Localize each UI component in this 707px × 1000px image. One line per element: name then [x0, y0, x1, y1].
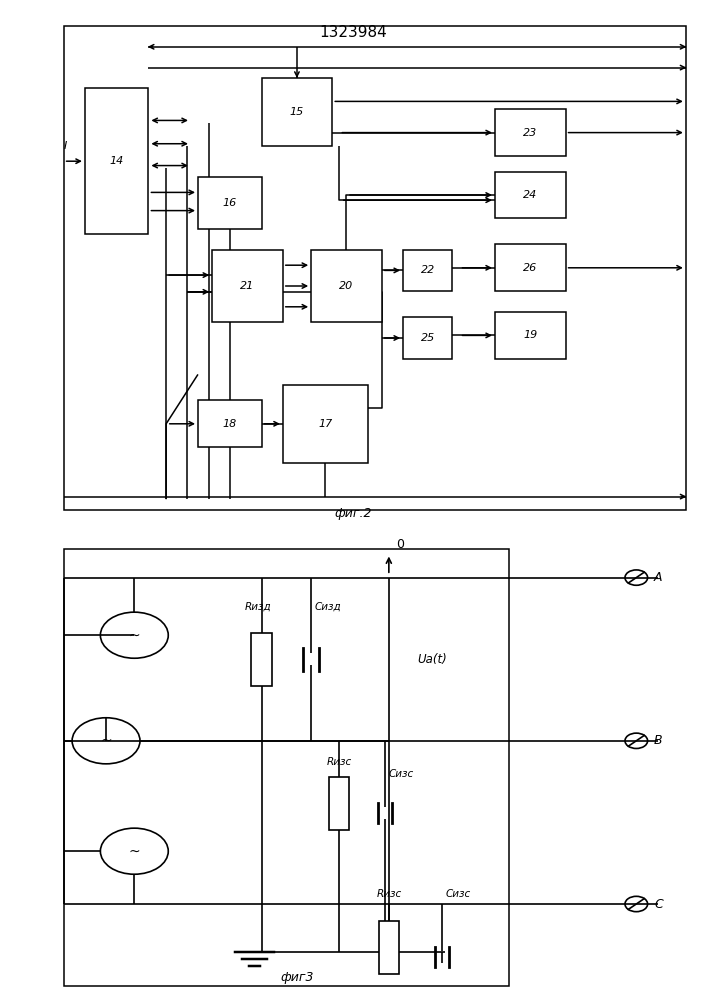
Bar: [379, 921, 399, 974]
Text: 15: 15: [290, 107, 304, 117]
Text: Rизс: Rизс: [327, 757, 352, 767]
Bar: [262, 78, 332, 146]
Text: 25: 25: [421, 333, 435, 343]
Text: 24: 24: [523, 190, 537, 200]
Text: 23: 23: [523, 128, 537, 138]
Text: 19: 19: [523, 330, 537, 340]
Text: A: A: [654, 571, 662, 584]
Bar: [85, 88, 148, 234]
Text: Сизс: Сизс: [445, 889, 471, 899]
Text: фиг.2: фиг.2: [334, 507, 373, 520]
Bar: [495, 244, 566, 291]
Bar: [198, 177, 262, 229]
Bar: [495, 312, 566, 359]
Text: Сизд: Сизд: [315, 601, 341, 611]
Text: B: B: [654, 734, 662, 747]
Bar: [495, 172, 566, 218]
Bar: [403, 317, 452, 359]
Text: 14: 14: [110, 156, 124, 166]
Text: 17: 17: [318, 419, 332, 429]
Bar: [64, 26, 686, 510]
Text: 1323984: 1323984: [320, 25, 387, 40]
Bar: [329, 777, 349, 830]
Text: Ua(t): Ua(t): [417, 653, 447, 666]
Bar: [64, 549, 509, 986]
Text: ~: ~: [129, 628, 140, 642]
Text: Rизс: Rизс: [376, 889, 402, 899]
Text: C: C: [654, 898, 662, 910]
Bar: [495, 109, 566, 156]
Bar: [251, 633, 272, 686]
Text: ~: ~: [100, 734, 112, 748]
Bar: [283, 385, 368, 463]
Text: Rизд: Rизд: [245, 601, 271, 611]
Text: 26: 26: [523, 263, 537, 273]
Text: 21: 21: [240, 281, 255, 291]
Text: 20: 20: [339, 281, 354, 291]
Bar: [311, 250, 382, 322]
Bar: [212, 250, 283, 322]
Text: ~: ~: [129, 844, 140, 858]
Text: 18: 18: [223, 419, 237, 429]
Text: 0: 0: [396, 538, 404, 551]
Bar: [403, 250, 452, 291]
Text: Сизс: Сизс: [389, 769, 414, 779]
Text: I: I: [64, 141, 67, 151]
Text: 16: 16: [223, 198, 237, 208]
Text: фиг3: фиг3: [280, 971, 314, 984]
Text: 22: 22: [421, 265, 435, 275]
Bar: [198, 400, 262, 447]
